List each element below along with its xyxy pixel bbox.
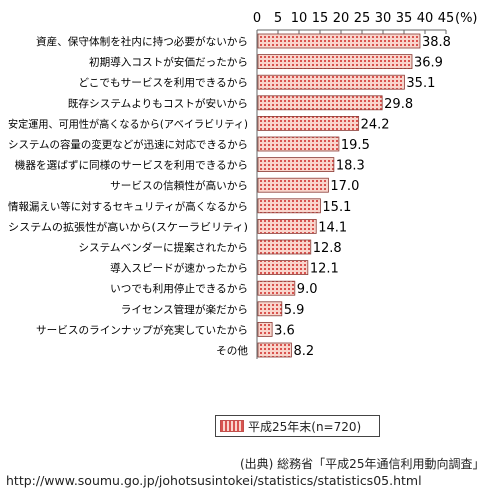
value-label: 3.6: [274, 323, 295, 338]
value-label: 12.1: [310, 262, 339, 277]
value-label: 24.2: [361, 117, 390, 132]
value-label: 29.8: [384, 97, 413, 112]
category-label: 機器を選ばずに同様のサービスを利用できるから: [15, 159, 248, 172]
category-label: システムの容量の変更などが迅速に対応できるから: [8, 138, 248, 151]
source-url: http://www.soumu.go.jp/johotsusintokei/s…: [6, 473, 422, 488]
x-tick-label: 25: [354, 11, 371, 26]
bar: [257, 301, 283, 317]
value-label: 36.9: [414, 56, 443, 71]
x-tick-label: 0: [253, 11, 261, 26]
value-label: 5.9: [284, 303, 305, 318]
value-label: 35.1: [406, 76, 435, 91]
x-tick-label: 5: [274, 11, 282, 26]
category-label: 資産、保守体制を社内に持つ必要がないから: [36, 35, 248, 48]
x-tick-label: 15: [312, 11, 329, 26]
value-label: 12.8: [313, 241, 342, 256]
legend-label: 平成25年末(n=720): [248, 419, 362, 434]
unit-label: (%): [455, 11, 478, 26]
value-label: 8.2: [293, 344, 314, 359]
value-label: 17.0: [330, 179, 359, 194]
bar: [257, 239, 312, 255]
bar: [257, 74, 405, 90]
bar: [257, 198, 321, 214]
x-tick-label: 35: [396, 11, 413, 26]
category-label: 初期導入コストが安価だったから: [89, 56, 248, 69]
x-axis: 0 5 10 15 20 25 30 35 40 45 (%): [253, 11, 478, 359]
bar: [257, 157, 335, 173]
category-label: システムベンダーに提案されたから: [78, 241, 248, 254]
value-label: 15.1: [322, 200, 351, 215]
value-label: 38.8: [422, 35, 451, 50]
legend: 平成25年末(n=720): [215, 415, 380, 437]
source-citation: (出典) 総務省「平成25年通信利用動向調査」: [240, 457, 485, 471]
category-label: いつでも利用停止できるから: [110, 282, 248, 295]
bar: [257, 321, 273, 337]
bar: [257, 260, 309, 276]
category-label: どこでもサービスを利用できるから: [78, 77, 248, 89]
bar-chart: 0 5 10 15 20 25 30 35 40 45 (%) 資産、保守体制を社内に持つ必要がない…: [8, 11, 478, 359]
category-label: 情報漏えい等に対するセキュリティが高くなるから: [8, 200, 248, 213]
category-label: 導入スピードが速かったから: [110, 262, 248, 275]
value-label: 18.3: [336, 159, 365, 174]
bars: 資産、保守体制を社内に持つ必要がないから 38.8 初期導入コストが安価だったから 3…: [8, 33, 451, 359]
value-label: 9.0: [297, 282, 318, 297]
bar: [257, 116, 360, 131]
bar: [257, 136, 340, 152]
category-label: 既存システムよりもコストが安いから: [68, 97, 248, 110]
category-label: サービスのラインナップが充実していたから: [36, 323, 248, 336]
bar: [257, 54, 413, 69]
x-tick-label: 45: [438, 11, 455, 26]
value-label: 19.5: [341, 138, 370, 153]
category-label: その他: [216, 344, 248, 357]
x-tick-label: 10: [291, 11, 308, 26]
legend-swatch: [220, 420, 244, 432]
category-label: システムの拡張性が高いから(スケーラビリティ): [8, 220, 248, 233]
x-tick-label: 20: [333, 11, 350, 26]
x-tick-label: 30: [375, 11, 392, 26]
value-label: 14.1: [318, 220, 347, 235]
x-tick-label: 40: [417, 11, 434, 26]
bar: [257, 280, 296, 296]
category-label: 安定運用、可用性が高くなるから(アベイラビリティ): [8, 117, 248, 130]
bar: [257, 95, 383, 111]
bar: [257, 33, 421, 49]
category-label: サービスの信頼性が高いから: [110, 179, 248, 192]
bar: [257, 342, 292, 358]
bar: [257, 177, 329, 193]
bar: [257, 218, 317, 234]
category-label: ライセンス管理が楽だから: [121, 303, 248, 316]
